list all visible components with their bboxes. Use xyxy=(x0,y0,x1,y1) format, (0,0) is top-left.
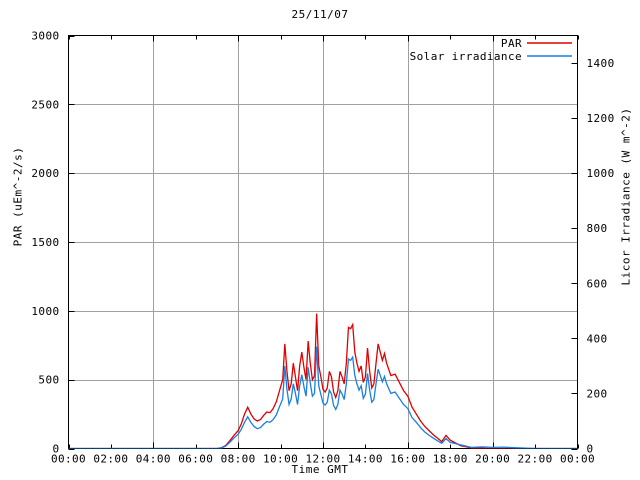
y-tick-label-right: 400 xyxy=(587,332,608,345)
axis-ticks xyxy=(68,35,579,450)
x-tick-label: 12:00 xyxy=(305,453,340,466)
y-tick-label-right: 600 xyxy=(587,277,608,290)
series-line-par xyxy=(68,313,578,449)
y-tick-label-right: 1200 xyxy=(587,112,615,125)
series-line-solar-irradiance xyxy=(68,346,578,449)
y-tick-label-left: 3000 xyxy=(31,30,59,43)
x-tick-label: 16:00 xyxy=(390,453,425,466)
gridlines xyxy=(68,35,578,449)
y-axis-tick-labels-right: 0 200 400 600 800 1000 1200 1400 xyxy=(587,57,615,455)
y-tick-label-left: 500 xyxy=(38,374,59,387)
y-tick-label-right: 200 xyxy=(587,387,608,400)
y-axis-tick-labels-left: 0 500 1000 1500 2000 2500 3000 xyxy=(31,30,59,456)
y-tick-label-left: 1000 xyxy=(31,305,59,318)
legend-label-solar-irradiance: Solar irradiance xyxy=(410,50,522,63)
y-tick-label-right: 1400 xyxy=(587,57,615,70)
x-tick-label: 22:00 xyxy=(518,453,553,466)
y-tick-label-right: 800 xyxy=(587,222,608,235)
legend-label-par: PAR xyxy=(501,37,522,50)
x-axis-label: Time GMT xyxy=(291,463,349,476)
data-series-layer xyxy=(68,313,578,449)
y-tick-label-right: 1000 xyxy=(587,167,615,180)
x-tick-label: 20:00 xyxy=(475,453,510,466)
x-tick-label: 14:00 xyxy=(348,453,383,466)
x-tick-label: 02:00 xyxy=(93,453,128,466)
x-tick-label: 08:00 xyxy=(221,453,256,466)
y-tick-label-left: 1500 xyxy=(31,236,59,249)
y-tick-label-right: 0 xyxy=(587,443,594,456)
y-tick-label-left: 2500 xyxy=(31,98,59,111)
x-tick-label: 04:00 xyxy=(136,453,171,466)
x-tick-label: 18:00 xyxy=(433,453,468,466)
y-tick-label-left: 0 xyxy=(52,443,59,456)
x-tick-label: 00:00 xyxy=(560,453,595,466)
chart-title: 25/11/07 xyxy=(291,8,349,21)
x-tick-label: 06:00 xyxy=(178,453,213,466)
plot-frame xyxy=(68,35,578,449)
x-axis-tick-labels: 00:00 02:00 04:00 06:00 08:00 10:00 12:00 14:00… xyxy=(51,453,595,466)
x-tick-label: 10:00 xyxy=(263,453,298,466)
x-tick-label: 00:00 xyxy=(51,453,86,466)
y-tick-label-left: 2000 xyxy=(31,167,59,180)
